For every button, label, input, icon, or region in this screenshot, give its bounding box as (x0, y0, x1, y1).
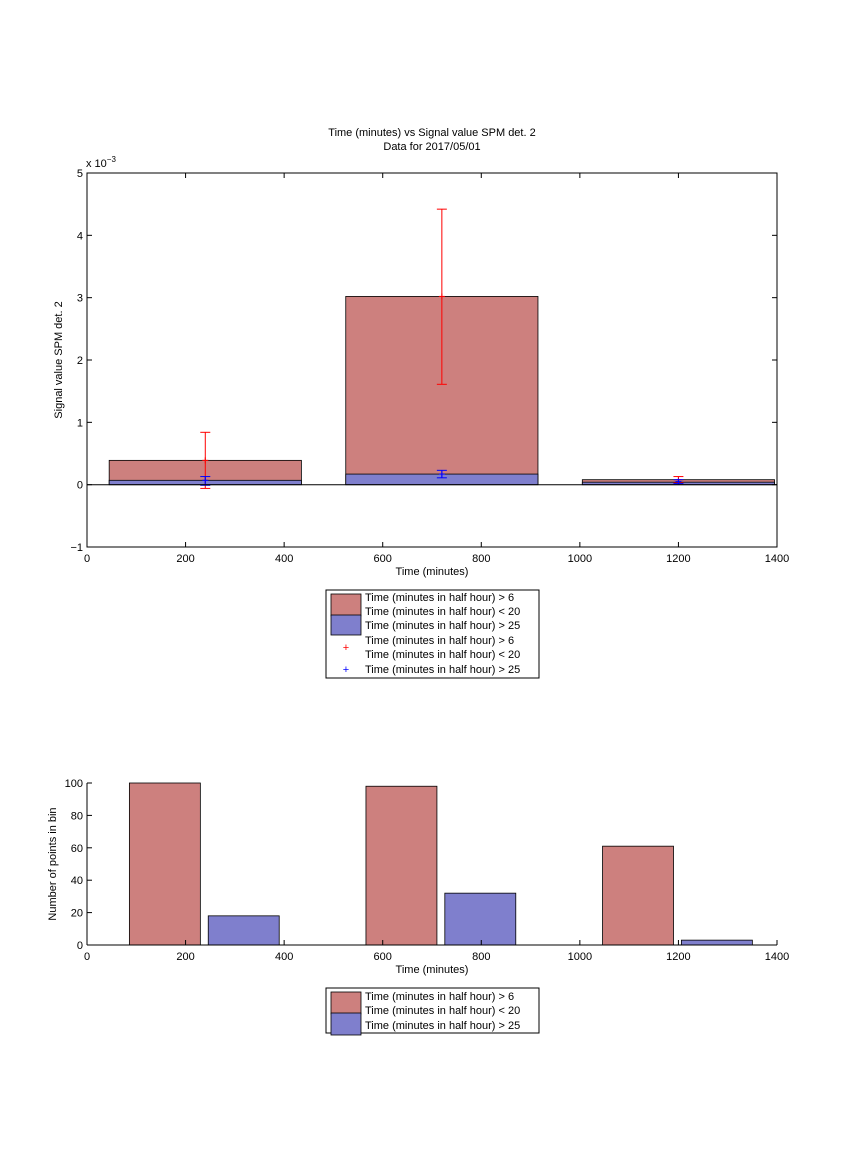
chart2-x-label: Time (minutes) (396, 964, 469, 976)
chart2-bar-5 (602, 845, 674, 946)
chart1-xtick-label: 800 (472, 553, 490, 565)
chart2-xtick-label: 400 (275, 951, 293, 963)
chart1-y-label: Signal value SPM det. 2 (53, 301, 65, 418)
chart2-bars (128, 782, 753, 946)
legend1-marker-blue: + (343, 664, 349, 676)
chart1-xtick-label: 1400 (765, 553, 789, 565)
chart2-bar-4 (444, 892, 517, 946)
chart2-legend-box (325, 987, 540, 1034)
chart2-bar-6 (680, 939, 753, 946)
chart1-xtick-label: 200 (176, 553, 194, 565)
chart1-errorbar-2-bin1 (200, 476, 211, 486)
chart2-y-label: Number of points in bin (47, 807, 59, 920)
chart1-x-ticks: 0 200 400 600 800 1000 1200 1400 (84, 173, 789, 565)
chart2-y-ticks: 0 20 40 60 80 100 (65, 778, 92, 952)
chart1-title: Time (minutes) vs Signal value SPM det. … (328, 127, 535, 139)
chart2-ytick-label: 20 (71, 908, 83, 920)
chart1-ytick-label: 1 (77, 417, 83, 429)
chart2-bar-2 (207, 915, 280, 946)
chart1-errorbar-2-bin2 (436, 469, 447, 479)
legend2-patch-group2 (330, 1012, 362, 1036)
chart1-y-ticks: −1 0 1 2 3 4 5 (70, 168, 777, 554)
chart2-xtick-label: 1000 (568, 951, 592, 963)
chart1-xtick-label: 1200 (666, 553, 690, 565)
chart1-legend: Time (minutes in half hour) > 6 Time (mi… (325, 589, 540, 679)
chart2-xtick-label: 600 (374, 951, 392, 963)
legend1-patch-group2 (330, 614, 362, 636)
legend1-label-group2: Time (minutes in half hour) > 25 (365, 620, 520, 632)
chart2-legend: Time (minutes in half hour) > 6 Time (mi… (325, 987, 540, 1036)
legend1-label-group1-line2: Time (minutes in half hour) < 20 (365, 606, 520, 618)
chart1-errorbar-1-bin2 (436, 208, 447, 385)
chart1-ytick-label: 4 (77, 230, 83, 242)
chart1-error-bars (200, 208, 684, 489)
chart1-xtick-label: 0 (84, 553, 90, 565)
chart1-xtick-label: 600 (374, 553, 392, 565)
chart2-ytick-label: 60 (71, 843, 83, 855)
chart2-xtick-label: 0 (84, 951, 90, 963)
signal-chart: Time (minutes) vs Signal value SPM det. … (53, 127, 789, 578)
chart1-ytick-label: 3 (77, 293, 83, 305)
count-chart: 0 200 400 600 800 1000 1200 1400 0 20 40 60 80 100 T… (47, 778, 789, 976)
legend1-label-red-line1: Time (minutes in half hour) > 6 (365, 635, 514, 647)
chart2-xtick-label: 200 (176, 951, 194, 963)
chart1-errorbar-2-bin3 (673, 478, 684, 485)
legend2-label-group1-line1: Time (minutes in half hour) > 6 (365, 991, 514, 1003)
chart2-ytick-label: 0 (77, 940, 83, 952)
chart1-x-label: Time (minutes) (396, 566, 469, 578)
chart2-x-ticks: 0 200 400 600 800 1000 1200 1400 (84, 940, 789, 963)
chart2-ytick-label: 80 (71, 810, 83, 822)
chart1-legend-box (325, 589, 540, 679)
legend1-label-red-line2: Time (minutes in half hour) < 20 (365, 649, 520, 661)
legend1-patch-group1 (330, 593, 362, 617)
chart1-ytick-label: 0 (77, 480, 83, 492)
legend2-patch-group1 (330, 991, 362, 1015)
chart2-ytick-label: 100 (65, 778, 83, 790)
chart1-ytick-label: 2 (77, 355, 83, 367)
chart1-xtick-label: 400 (275, 553, 293, 565)
legend2-label-group1-line2: Time (minutes in half hour) < 20 (365, 1005, 520, 1017)
chart1-y-exponent: x 10−3 (86, 155, 116, 170)
chart2-xtick-label: 1200 (666, 951, 690, 963)
legend1-marker-red: + (343, 642, 349, 654)
chart1-ytick-label: 5 (77, 168, 83, 180)
chart2-xtick-label: 1400 (765, 951, 789, 963)
chart2-bar-3 (365, 785, 438, 946)
chart1-xtick-label: 1000 (568, 553, 592, 565)
chart2-xtick-label: 800 (472, 951, 490, 963)
chart2-bar-1 (128, 782, 201, 946)
legend1-label-blue: Time (minutes in half hour) > 25 (365, 664, 520, 676)
chart1-ytick-label: −1 (70, 542, 83, 554)
legend1-label-group1-line1: Time (minutes in half hour) > 6 (365, 592, 514, 604)
chart2-ytick-label: 40 (71, 875, 83, 887)
legend2-label-group2: Time (minutes in half hour) > 25 (365, 1020, 520, 1032)
chart1-subtitle: Data for 2017/05/01 (383, 141, 480, 153)
